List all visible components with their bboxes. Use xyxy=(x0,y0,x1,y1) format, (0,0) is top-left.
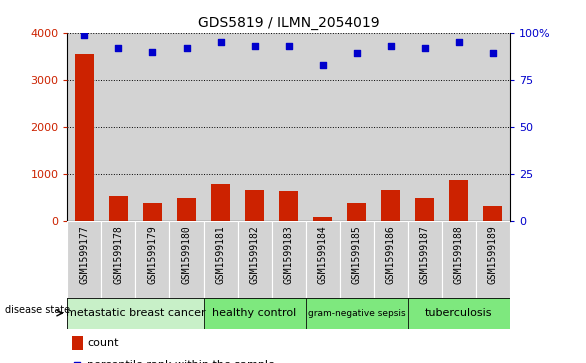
Point xyxy=(148,49,157,54)
Bar xyxy=(101,221,135,298)
Bar xyxy=(476,33,510,221)
Text: GSM1599178: GSM1599178 xyxy=(114,225,124,284)
Text: GSM1599181: GSM1599181 xyxy=(216,225,226,284)
Bar xyxy=(374,221,408,298)
Point xyxy=(250,43,259,49)
Text: tuberculosis: tuberculosis xyxy=(425,308,492,318)
Text: GSM1599177: GSM1599177 xyxy=(80,225,90,284)
Point xyxy=(182,45,191,51)
Point xyxy=(454,39,464,45)
Bar xyxy=(374,33,408,221)
Text: GSM1599179: GSM1599179 xyxy=(148,225,158,284)
Text: gram-negative sepsis: gram-negative sepsis xyxy=(308,309,406,318)
Bar xyxy=(177,198,196,221)
Bar xyxy=(211,184,230,221)
Bar xyxy=(169,221,203,298)
Text: GSM1599183: GSM1599183 xyxy=(284,225,294,284)
Bar xyxy=(306,298,408,329)
Bar xyxy=(306,33,340,221)
Bar xyxy=(203,33,237,221)
Point xyxy=(114,45,123,51)
Bar xyxy=(271,221,306,298)
Point xyxy=(318,62,328,68)
Bar xyxy=(476,221,510,298)
Text: GSM1599180: GSM1599180 xyxy=(182,225,192,284)
Bar xyxy=(67,298,203,329)
Bar xyxy=(237,221,271,298)
Text: disease state: disease state xyxy=(5,305,70,315)
Bar xyxy=(245,190,264,221)
Bar xyxy=(135,221,169,298)
Bar xyxy=(442,221,476,298)
Bar xyxy=(340,221,374,298)
Bar xyxy=(280,191,298,221)
Point xyxy=(80,32,89,37)
Text: GSM1599184: GSM1599184 xyxy=(318,225,328,284)
Text: percentile rank within the sample: percentile rank within the sample xyxy=(87,360,275,363)
Bar xyxy=(314,217,332,221)
Bar xyxy=(442,33,476,221)
Text: GSM1599188: GSM1599188 xyxy=(454,225,464,284)
Bar xyxy=(169,33,203,221)
Text: GSM1599182: GSM1599182 xyxy=(250,225,260,284)
Bar xyxy=(415,198,434,221)
Bar xyxy=(271,33,306,221)
Point xyxy=(73,362,82,363)
Bar xyxy=(449,180,468,221)
Point xyxy=(216,39,225,45)
Point xyxy=(420,45,430,51)
Text: GSM1599187: GSM1599187 xyxy=(420,225,430,284)
Text: metastatic breast cancer: metastatic breast cancer xyxy=(66,308,205,318)
Point xyxy=(284,43,294,49)
Bar xyxy=(143,204,162,221)
Bar xyxy=(67,221,101,298)
Text: GSM1599185: GSM1599185 xyxy=(352,225,362,284)
Bar xyxy=(67,33,101,221)
Point xyxy=(386,43,396,49)
Point xyxy=(352,50,362,56)
Text: GSM1599189: GSM1599189 xyxy=(488,225,498,284)
Title: GDS5819 / ILMN_2054019: GDS5819 / ILMN_2054019 xyxy=(198,16,379,30)
Bar xyxy=(135,33,169,221)
Bar xyxy=(381,190,400,221)
Bar xyxy=(340,33,374,221)
Bar xyxy=(408,298,510,329)
Bar xyxy=(72,335,83,350)
Bar xyxy=(408,221,442,298)
Bar xyxy=(347,203,366,221)
Bar xyxy=(483,206,502,221)
Bar xyxy=(109,196,128,221)
Bar xyxy=(408,33,442,221)
Text: count: count xyxy=(87,338,119,348)
Text: GSM1599186: GSM1599186 xyxy=(386,225,396,284)
Text: healthy control: healthy control xyxy=(213,308,297,318)
Bar xyxy=(203,298,306,329)
Bar xyxy=(237,33,271,221)
Bar xyxy=(306,221,340,298)
Bar xyxy=(101,33,135,221)
Point xyxy=(488,50,498,56)
Bar xyxy=(203,221,237,298)
Bar xyxy=(75,54,94,221)
